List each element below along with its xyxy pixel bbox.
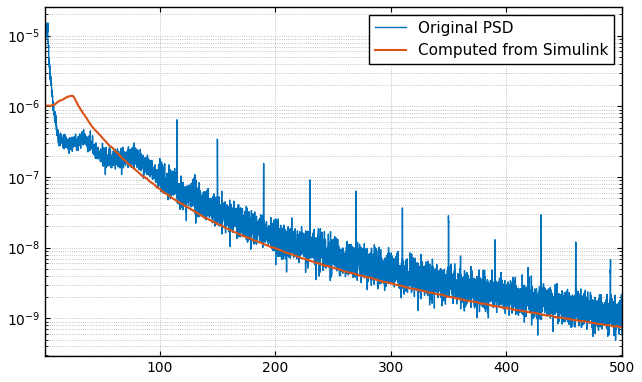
Original PSD	[472, 297, 480, 301]
Computed from Simulink	[41, 104, 49, 108]
Computed from Simulink	[146, 180, 154, 184]
Computed from Simulink	[616, 325, 624, 330]
Legend: Original PSD, Computed from Simulink: Original PSD, Computed from Simulink	[369, 15, 614, 65]
Original PSD	[262, 228, 270, 233]
Original PSD	[146, 165, 154, 170]
Computed from Simulink	[68, 94, 76, 98]
Original PSD	[612, 338, 620, 343]
Original PSD	[516, 305, 523, 309]
Line: Computed from Simulink: Computed from Simulink	[45, 96, 622, 327]
Computed from Simulink	[472, 299, 480, 304]
Computed from Simulink	[387, 281, 395, 286]
Original PSD	[42, 21, 49, 25]
Original PSD	[387, 251, 395, 255]
Computed from Simulink	[262, 243, 270, 247]
Computed from Simulink	[417, 288, 424, 293]
Original PSD	[41, 29, 49, 33]
Computed from Simulink	[516, 308, 523, 313]
Computed from Simulink	[618, 325, 626, 329]
Original PSD	[618, 333, 626, 337]
Original PSD	[417, 277, 424, 281]
Line: Original PSD: Original PSD	[45, 23, 622, 340]
